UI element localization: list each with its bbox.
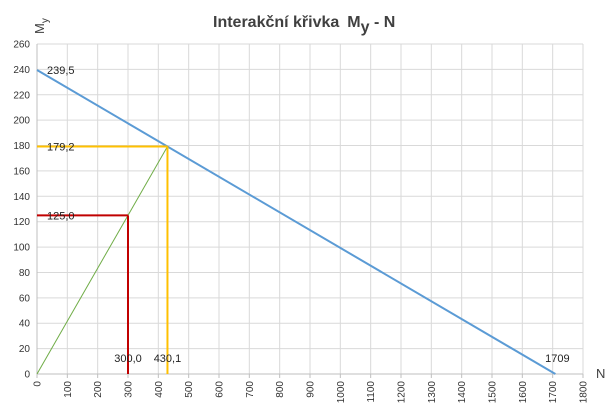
y-tick-label: 20 bbox=[19, 344, 31, 355]
capacity-point-x-label: 430,1 bbox=[154, 353, 182, 365]
y-tick-label: 200 bbox=[13, 116, 30, 127]
x-tick-label: 1000 bbox=[336, 381, 347, 404]
x-intercept-label: 1709 bbox=[545, 353, 569, 365]
y-tick-label: 80 bbox=[19, 268, 31, 279]
y-tick-label: 0 bbox=[24, 370, 30, 381]
x-tick-label: 1300 bbox=[427, 381, 438, 404]
x-tick-label: 1800 bbox=[579, 381, 590, 404]
applied-load-y-label: 125,0 bbox=[47, 210, 75, 222]
x-tick-label: 1200 bbox=[397, 381, 408, 404]
x-tick-label: 700 bbox=[245, 381, 256, 398]
x-tick-label: 1500 bbox=[488, 381, 499, 404]
y-tick-label: 240 bbox=[13, 65, 30, 76]
x-tick-label: 500 bbox=[184, 381, 195, 398]
y-axis-title: My bbox=[32, 18, 51, 34]
chart-title: Interakční křivka My - N bbox=[213, 14, 395, 36]
y-tick-label: 60 bbox=[19, 293, 31, 304]
x-tick-label: 200 bbox=[93, 381, 104, 398]
y-tick-label: 220 bbox=[13, 90, 30, 101]
x-tick-label: 0 bbox=[33, 381, 44, 387]
load-ray bbox=[36, 146, 168, 375]
x-tick-label: 400 bbox=[154, 381, 165, 398]
capacity-point-y-label: 179,2 bbox=[47, 142, 75, 154]
x-tick-label: 1600 bbox=[518, 381, 529, 404]
y-tick-label: 120 bbox=[13, 217, 30, 228]
x-axis-title: N bbox=[596, 366, 605, 381]
x-tick-label: 600 bbox=[215, 381, 226, 398]
y-intercept-label: 239,5 bbox=[47, 65, 75, 77]
series-layer bbox=[36, 69, 556, 375]
x-tick-label: 900 bbox=[306, 381, 317, 398]
x-tick-label: 300 bbox=[124, 381, 135, 398]
x-tick-label: 1100 bbox=[366, 381, 377, 403]
guides-layer bbox=[37, 145, 169, 374]
interaction-line bbox=[36, 69, 556, 375]
x-tick-label: 1700 bbox=[548, 381, 559, 404]
x-tick-label: 1400 bbox=[457, 381, 468, 404]
y-tick-label: 260 bbox=[13, 40, 30, 51]
grid bbox=[37, 43, 584, 374]
y-tick-label: 40 bbox=[19, 319, 31, 330]
y-tick-label: 140 bbox=[13, 192, 30, 203]
y-tick-label: 160 bbox=[13, 166, 30, 177]
x-tick-label: 100 bbox=[63, 381, 74, 398]
labels-layer: 125,0 300,0 179,2 430,1 239,5 1709 bbox=[47, 65, 570, 365]
y-tick-label: 180 bbox=[13, 141, 30, 152]
x-tick-label: 800 bbox=[275, 381, 286, 398]
y-tick-label: 100 bbox=[13, 243, 30, 254]
applied-load-x-label: 300,0 bbox=[114, 353, 142, 365]
